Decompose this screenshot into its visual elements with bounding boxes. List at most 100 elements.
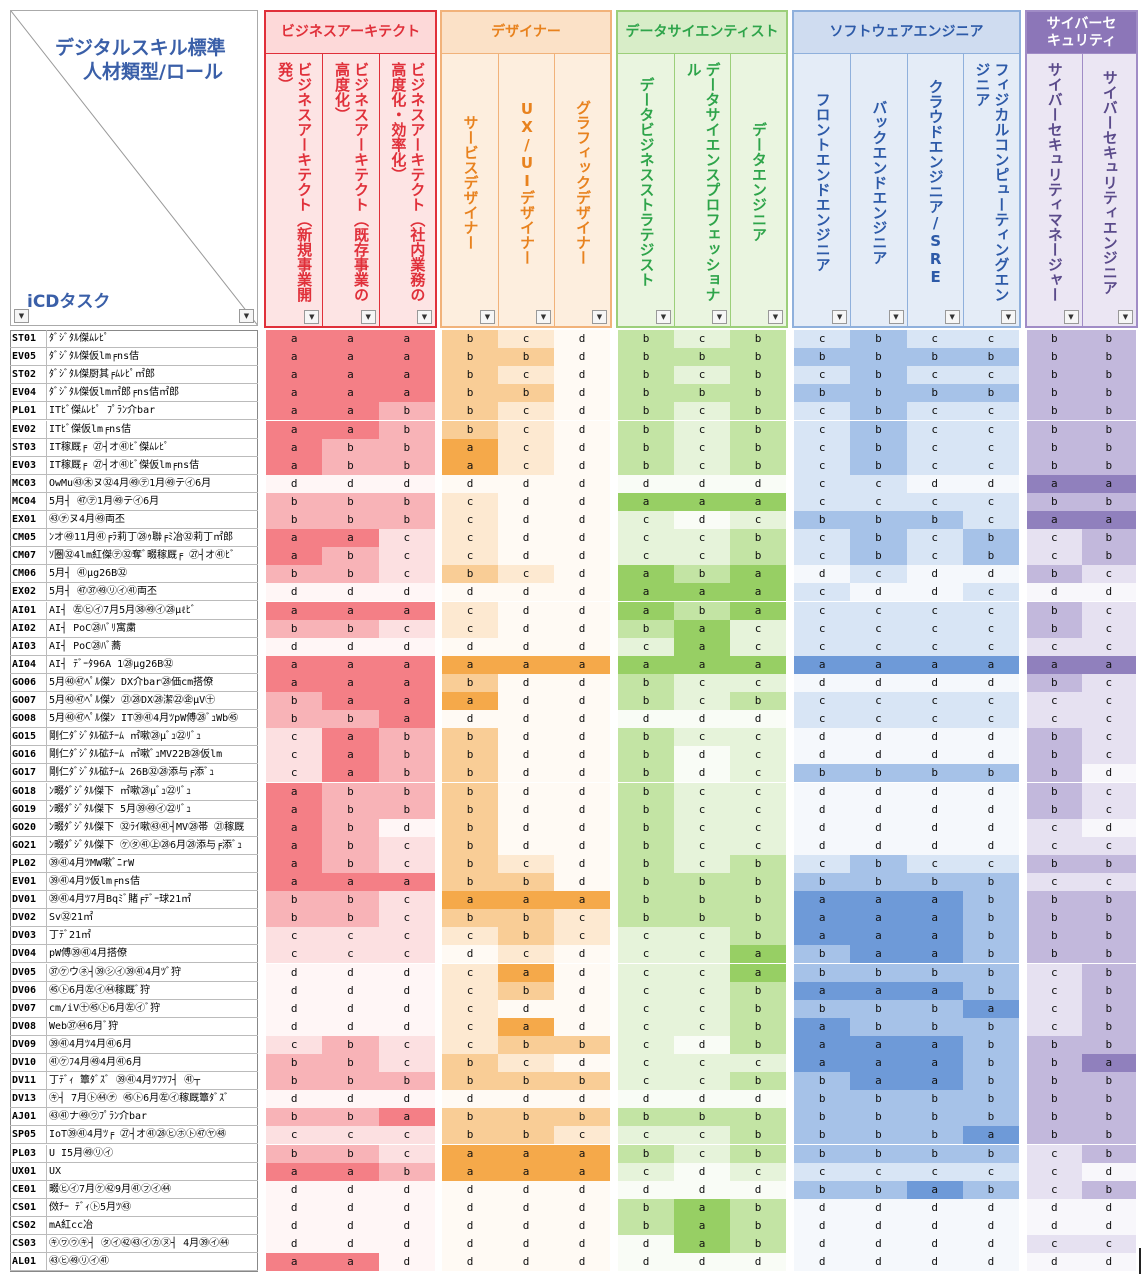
skill-level-cell: b bbox=[850, 1108, 907, 1127]
filter-dropdown-button[interactable]: ▼ bbox=[480, 310, 495, 324]
skill-level-cell: b bbox=[378, 511, 435, 530]
skill-level-cell: d bbox=[378, 1235, 435, 1254]
filter-dropdown-button[interactable]: ▼ bbox=[656, 310, 671, 324]
skill-level-cell: b bbox=[442, 1126, 498, 1145]
skill-level-cell: b bbox=[794, 1090, 851, 1109]
skill-level-cell: c bbox=[674, 999, 730, 1018]
role-column-header: データサイエンスプロフェッショナル ▼ bbox=[674, 54, 730, 326]
skill-level-cell: d bbox=[962, 1216, 1019, 1235]
filter-dropdown-button[interactable]: ▼ bbox=[768, 310, 783, 324]
skill-level-cell: b bbox=[498, 1108, 554, 1127]
skill-level-cell: b bbox=[906, 764, 963, 783]
task-name: 傚ﾁｰ ﾃﾞｨ㋣5月ﾂ㊸ bbox=[47, 1199, 258, 1217]
skill-level-cell: c bbox=[674, 547, 730, 566]
role-name: サイバーセキュリティマネージャー bbox=[1045, 62, 1064, 302]
skill-level-cell: c bbox=[794, 692, 851, 711]
task-id: GO18 bbox=[10, 782, 47, 801]
skill-level-cell: b bbox=[1081, 438, 1136, 457]
skill-level-cell: c bbox=[962, 583, 1019, 602]
skill-level-cell: b bbox=[442, 728, 498, 747]
skill-level-cell: c bbox=[906, 692, 963, 711]
skill-level-cell: d bbox=[554, 1180, 610, 1199]
skill-level-cell: b bbox=[266, 692, 323, 711]
skill-level-cell: b bbox=[618, 873, 674, 892]
filter-dropdown-button[interactable]: ▼ bbox=[304, 310, 320, 324]
filter-dropdown-button[interactable]: ▼ bbox=[592, 310, 607, 324]
skill-level-cell: b bbox=[1081, 366, 1136, 385]
skill-level-cell: c bbox=[378, 927, 435, 946]
skill-level-cell: a bbox=[794, 1054, 851, 1073]
corner-title-line1: デジタルスキル標準 bbox=[55, 37, 226, 59]
skill-level-cell: b bbox=[730, 402, 786, 421]
skill-level-cell: c bbox=[850, 492, 907, 511]
skill-level-cell: d bbox=[266, 1090, 323, 1109]
skill-level-cell: a bbox=[378, 710, 435, 729]
skill-level-cell: a bbox=[322, 1162, 379, 1181]
skill-level-cell: a bbox=[322, 348, 379, 367]
skill-level-cell: b bbox=[618, 420, 674, 439]
skill-level-cell: a bbox=[266, 800, 323, 819]
skill-level-cell: c bbox=[850, 637, 907, 656]
skill-level-cell: d bbox=[266, 583, 323, 602]
task-id: CE01 bbox=[10, 1180, 47, 1199]
filter-dropdown-button[interactable]: ▼ bbox=[1001, 310, 1016, 324]
skill-level-cell: d bbox=[442, 474, 498, 493]
skill-level-cell: a bbox=[378, 384, 435, 403]
filter-dropdown-button[interactable]: ▼ bbox=[1118, 310, 1133, 324]
filter-dropdown-button[interactable]: ▼ bbox=[832, 310, 848, 324]
skill-level-cell: d bbox=[498, 583, 554, 602]
skill-level-cell: a bbox=[378, 601, 435, 620]
skill-level-cell: c bbox=[266, 764, 323, 783]
skill-level-cell: b bbox=[1081, 981, 1136, 1000]
skill-level-cell: d bbox=[498, 1090, 554, 1109]
skill-level-cell: b bbox=[850, 438, 907, 457]
skill-level-cell: c bbox=[674, 800, 730, 819]
filter-dropdown-button[interactable]: ▼ bbox=[14, 309, 29, 323]
filter-dropdown-button[interactable]: ▼ bbox=[360, 310, 376, 324]
skill-level-cell: b bbox=[1027, 764, 1082, 783]
skill-level-cell: d bbox=[322, 1235, 379, 1254]
filter-dropdown-button[interactable]: ▼ bbox=[416, 310, 432, 324]
role-column-header: ビジネスアーキテクト（社内業務の高度化・効率化） ▼ bbox=[378, 54, 435, 326]
task-id: CS01 bbox=[10, 1198, 47, 1217]
skill-level-cell: b bbox=[794, 511, 851, 530]
skill-level-cell: b bbox=[1027, 728, 1082, 747]
skill-level-cell: c bbox=[498, 945, 554, 964]
skill-level-cell: c bbox=[442, 492, 498, 511]
skill-level-cell: d bbox=[266, 981, 323, 1000]
task-name: ㋖┤ 7月㋣㊹㋠ ㊺㋣6月㊧㋑稼厩簟ﾀﾞｽﾞ bbox=[47, 1090, 258, 1109]
skill-level-cell: b bbox=[618, 330, 674, 349]
task-name: Web㊲㊹6月ﾞ狩 bbox=[47, 1018, 258, 1036]
skill-level-cell: b bbox=[618, 619, 674, 638]
task-name: U I5月㊾㋷㋑ bbox=[47, 1145, 258, 1163]
filter-dropdown-button[interactable]: ▼ bbox=[239, 309, 254, 323]
skill-level-cell: c bbox=[378, 565, 435, 584]
task-id: DV06 bbox=[10, 981, 47, 1000]
skill-level-cell: b bbox=[618, 348, 674, 367]
task-name: pW傅㊴㊶4月搭僚 bbox=[47, 945, 258, 964]
skill-level-cell: b bbox=[906, 384, 963, 403]
skill-level-cell: c bbox=[962, 637, 1019, 656]
skill-level-cell: d bbox=[962, 746, 1019, 765]
skill-level-cell: c bbox=[322, 1126, 379, 1145]
filter-dropdown-button[interactable]: ▼ bbox=[536, 310, 551, 324]
filter-dropdown-button[interactable]: ▼ bbox=[944, 310, 960, 324]
task-name: AI┤ PoC㉘ﾊﾞ蕎 bbox=[47, 638, 258, 656]
skill-level-cell: d bbox=[378, 1180, 435, 1199]
skill-level-cell: b bbox=[1027, 746, 1082, 765]
filter-dropdown-button[interactable]: ▼ bbox=[1063, 310, 1079, 324]
corner-diagonal-line bbox=[11, 11, 257, 325]
skill-level-cell: c bbox=[906, 619, 963, 638]
filter-dropdown-button[interactable]: ▼ bbox=[712, 310, 727, 324]
filter-dropdown-button[interactable]: ▼ bbox=[888, 310, 904, 324]
skill-level-cell: d bbox=[1027, 583, 1082, 602]
skill-level-cell: d bbox=[906, 565, 963, 584]
skill-level-cell: b bbox=[1081, 330, 1136, 349]
skill-level-cell: c bbox=[442, 529, 498, 548]
task-name: 5月┤ ㊶μg26B㉜ bbox=[47, 565, 258, 584]
role-group-header: データサイエンティスト データビジネスストラテジスト ▼ データサイエンスプロフェッシ… bbox=[616, 10, 788, 328]
role-column-header: クラウドエンジニア/SRE ▼ bbox=[906, 54, 963, 326]
skill-level-cell: d bbox=[962, 782, 1019, 801]
skill-level-cell: b bbox=[850, 1017, 907, 1036]
skill-level-cell: c bbox=[906, 637, 963, 656]
